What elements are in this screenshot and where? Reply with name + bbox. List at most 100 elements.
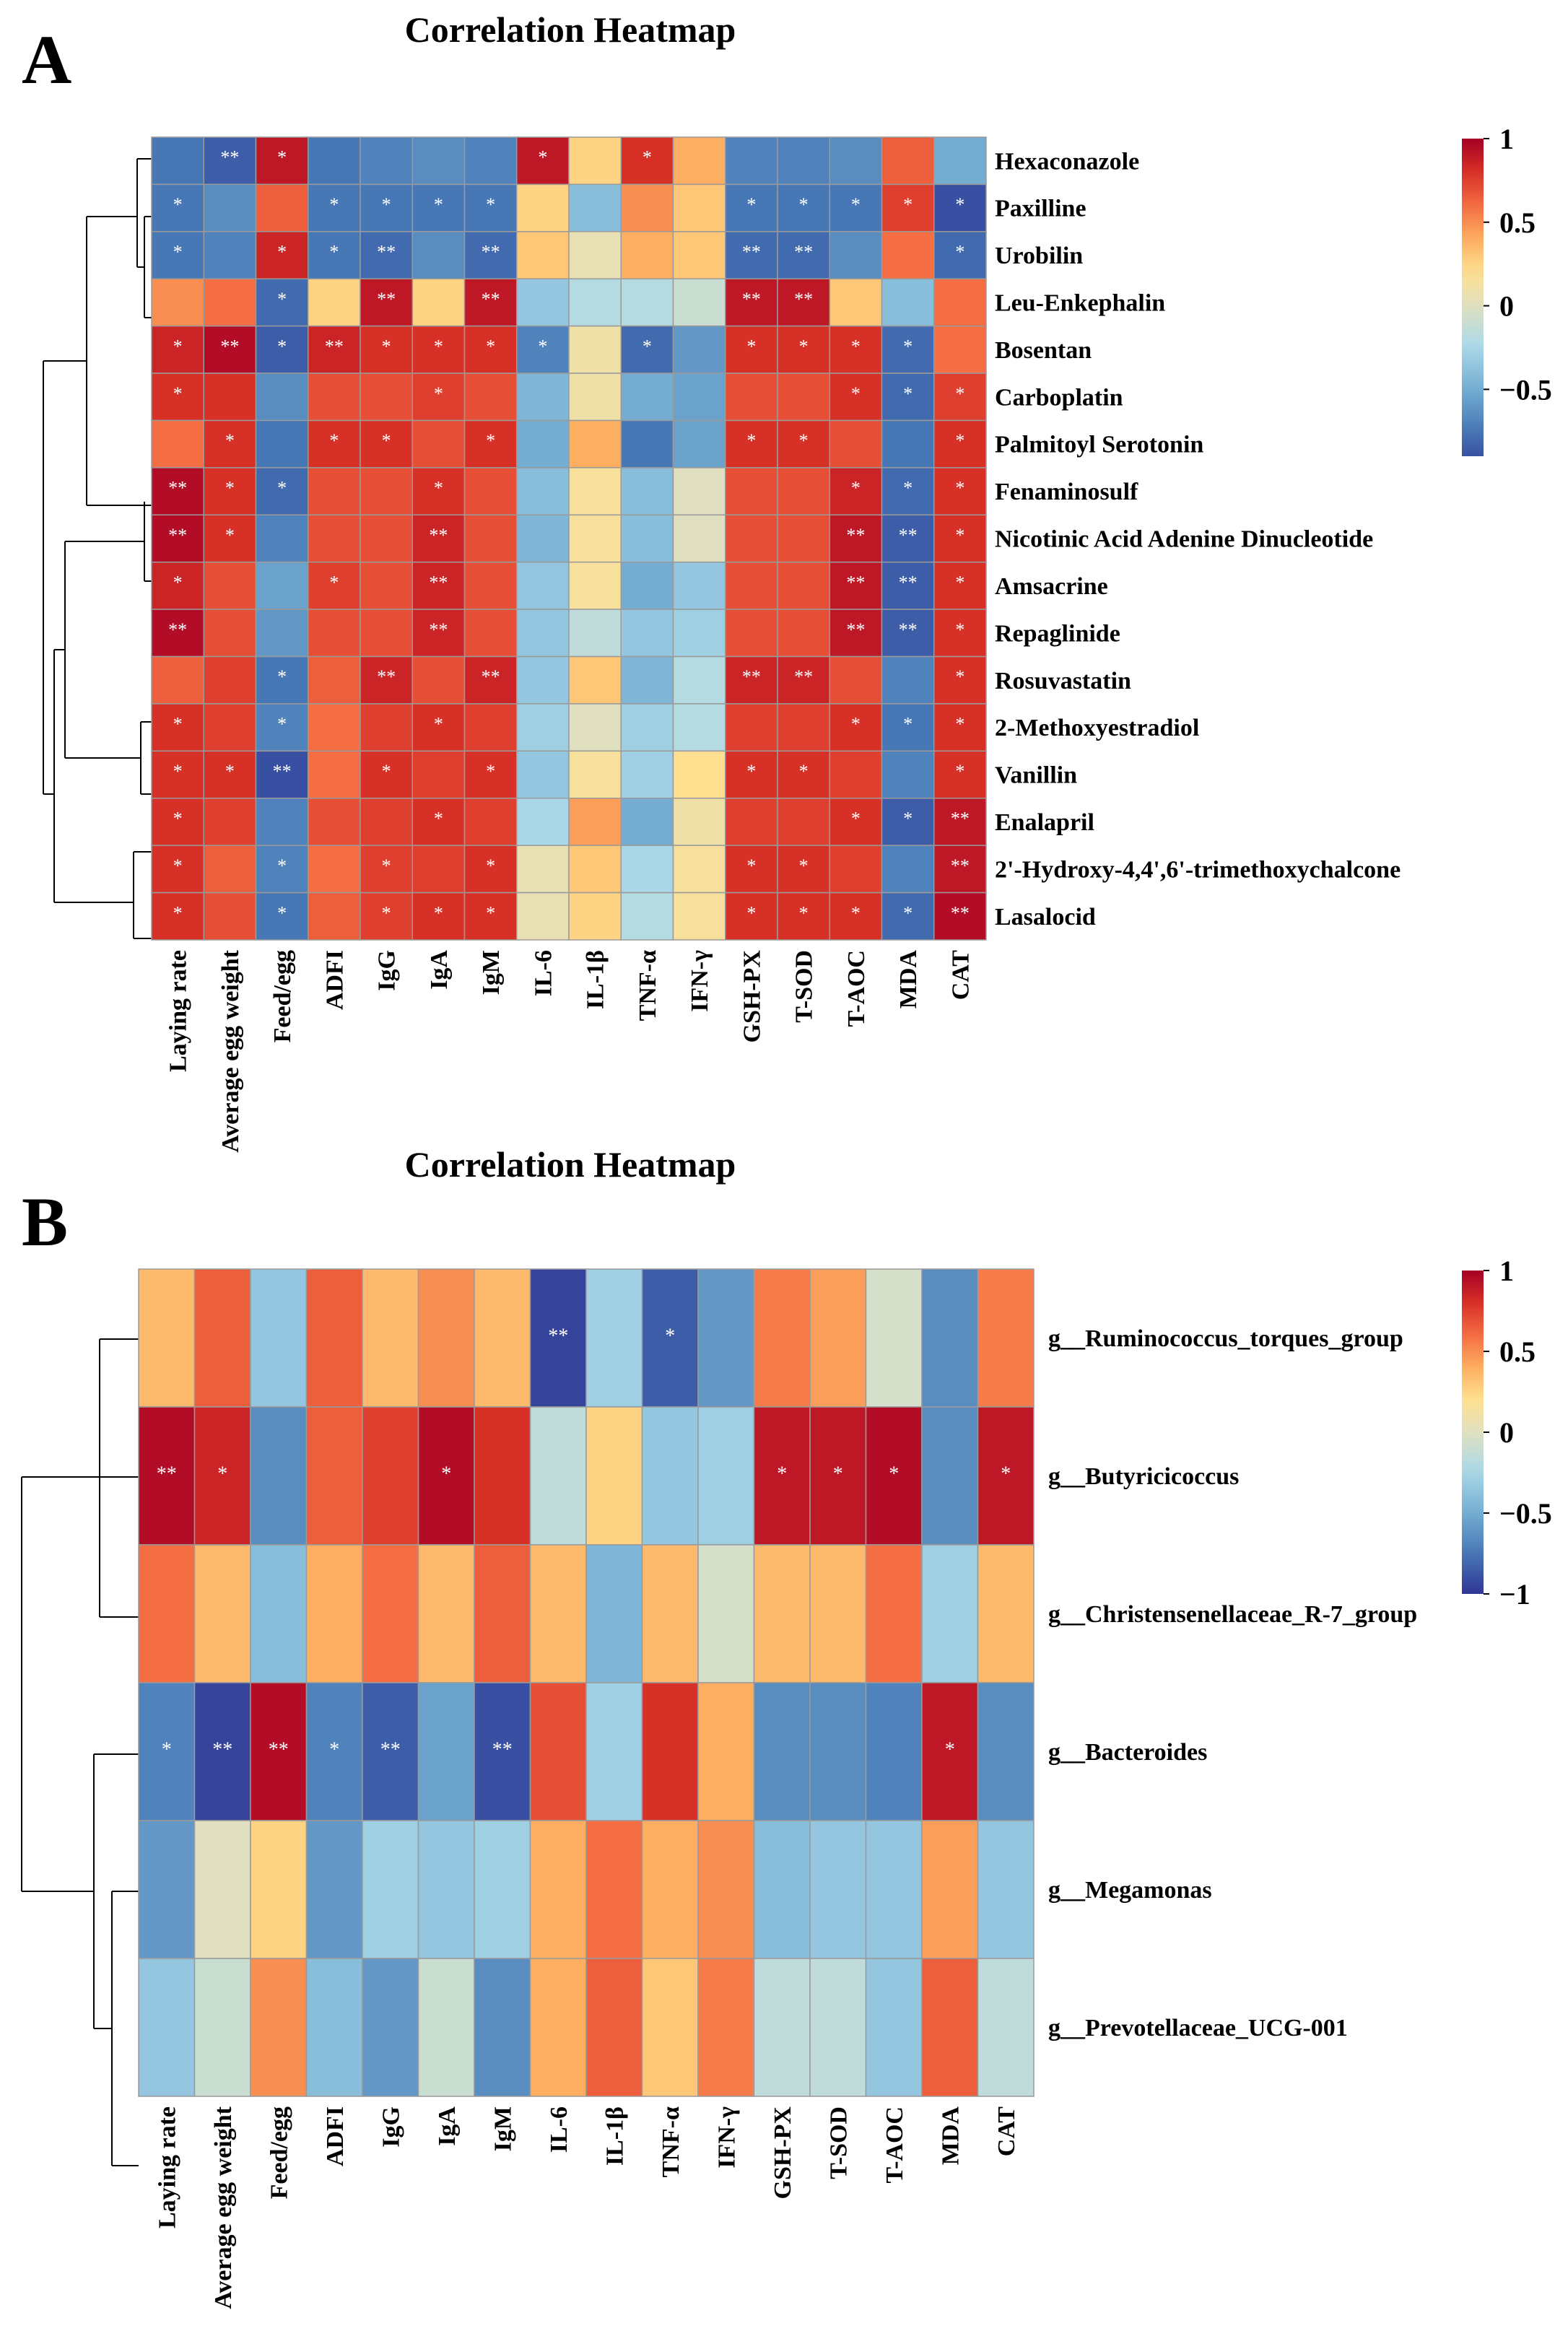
significance-mark: * (382, 761, 391, 782)
heatmap-cell (516, 703, 570, 752)
heatmap-cell (697, 1406, 755, 1546)
significance-mark: ** (377, 242, 396, 263)
heatmap-cell (568, 372, 622, 422)
heatmap-cell (620, 231, 674, 279)
heatmap-cell (881, 419, 935, 469)
significance-mark: * (955, 714, 964, 735)
heatmap-cell (411, 703, 466, 752)
heatmap-cell (777, 703, 830, 752)
significance-mark: * (162, 1739, 172, 1761)
significance-mark: * (382, 855, 391, 876)
heatmap-cell (151, 609, 204, 658)
heatmap-cell (362, 1406, 419, 1546)
heatmap-cell (308, 655, 361, 705)
heatmap-cell (725, 703, 778, 752)
heatmap-cell (463, 136, 518, 186)
significance-mark: * (851, 808, 861, 829)
heatmap-cell (529, 1958, 587, 2097)
heatmap-cell (308, 231, 361, 279)
significance-mark: * (903, 808, 913, 829)
heatmap-cell (977, 1820, 1035, 1959)
heatmap-cell (151, 561, 204, 610)
heatmap-cell (463, 561, 518, 610)
heatmap-cell (362, 1958, 419, 2097)
column-label: ADFI (321, 950, 348, 1010)
panel-a-column-labels: Laying rate Average egg weight Feed/egg ADF… (165, 949, 975, 1152)
heatmap-cell (921, 1958, 979, 2097)
significance-mark: * (434, 478, 443, 499)
column-label: Feed/egg (266, 2106, 292, 2199)
panel-a-row-labels: Hexaconazole Paxilline Urobilin Leu-Enkepha… (995, 148, 1401, 931)
significance-mark: * (643, 147, 652, 168)
heatmap-cell (474, 1682, 531, 1821)
heatmap-cell (672, 703, 726, 752)
heatmap-cell (881, 278, 935, 327)
significance-mark: ** (482, 242, 500, 263)
significance-mark: ** (380, 1739, 401, 1761)
heatmap-cell (529, 1682, 587, 1821)
significance-mark: * (486, 430, 495, 451)
heatmap-cell (620, 561, 674, 610)
heatmap-cell (672, 655, 726, 705)
row-label: Fenaminosulf (995, 479, 1138, 505)
heatmap-cell (250, 1268, 308, 1408)
heatmap-cell (672, 750, 726, 799)
heatmap-cell (255, 231, 309, 279)
significance-mark: * (225, 525, 235, 546)
heatmap-cell (809, 1406, 867, 1546)
heatmap-cell (641, 1268, 699, 1408)
heatmap-cell (933, 655, 987, 705)
heatmap-cell (829, 655, 883, 705)
heatmap-cell (203, 892, 257, 941)
heatmap-cell (881, 231, 935, 279)
heatmap-cell (933, 278, 987, 327)
heatmap-cell (474, 1268, 531, 1408)
significance-mark: * (329, 572, 339, 593)
panel-b-cells: ** *** * * * * * ** ** ** * ** ** * (138, 1268, 1035, 2097)
heatmap-cell (362, 1544, 419, 1683)
significance-mark: * (903, 714, 913, 735)
heatmap-cell (933, 750, 987, 799)
heatmap-cell (516, 655, 570, 705)
row-label: Urobilin (995, 243, 1083, 269)
heatmap-cell (308, 798, 361, 846)
heatmap-cell (865, 1958, 923, 2097)
significance-mark: * (955, 525, 964, 546)
heatmap-cell (809, 1268, 867, 1408)
heatmap-cell (697, 1820, 755, 1959)
significance-mark: * (486, 855, 495, 876)
significance-mark: * (643, 336, 652, 357)
heatmap-cell (360, 419, 413, 469)
heatmap-cell (308, 467, 361, 516)
heatmap-cell (641, 1958, 699, 2097)
significance-mark: * (329, 194, 339, 215)
heatmap-cell (585, 1544, 643, 1683)
heatmap-cell (193, 1406, 251, 1546)
heatmap-cell (255, 136, 309, 186)
colorbar-tick-label: 0 (1499, 1416, 1514, 1449)
column-label: IFN-γ (713, 2106, 740, 2169)
heatmap-cell (193, 1268, 251, 1408)
heatmap-cell (516, 419, 570, 469)
heatmap-cell (777, 372, 830, 422)
heatmap-cell (463, 892, 518, 941)
significance-mark: ** (846, 572, 865, 593)
heatmap-cell (641, 1406, 699, 1546)
panel-b-label: B (22, 1183, 68, 1260)
row-label: Repaglinide (995, 620, 1120, 647)
panel-a: A Correlation Heatmap (22, 9, 1552, 1153)
heatmap-cell (568, 278, 622, 327)
heatmap-cell (725, 750, 778, 799)
heatmap-cell (725, 136, 778, 186)
significance-mark: * (851, 194, 861, 215)
heatmap-cell (725, 325, 778, 374)
heatmap-cell (463, 655, 518, 705)
heatmap-cell (672, 892, 726, 941)
row-label: g__Ruminococcus_torques_group (1048, 1325, 1403, 1352)
heatmap-cell (933, 325, 987, 374)
significance-mark: * (486, 194, 495, 215)
heatmap-cell (250, 1958, 308, 2097)
heatmap-cell (417, 1682, 475, 1821)
significance-mark: * (777, 1463, 787, 1486)
column-label: GSH-PX (770, 2106, 796, 2200)
